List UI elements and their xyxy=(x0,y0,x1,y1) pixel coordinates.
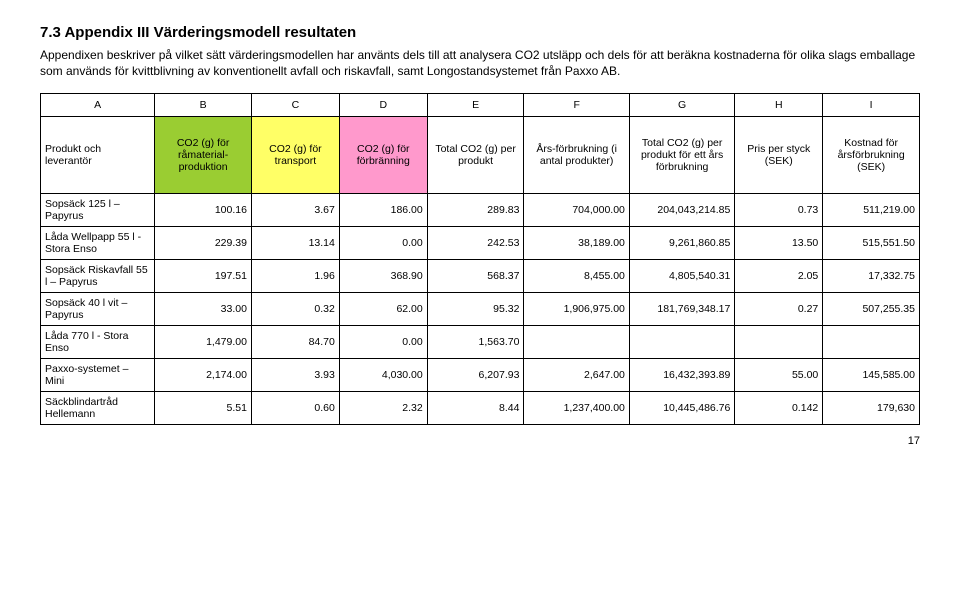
table-cell: 16,432,393.89 xyxy=(629,359,734,392)
table-body: Sopsäck 125 l – Papyrus100.163.67186.002… xyxy=(41,194,920,425)
table-cell: 1,906,975.00 xyxy=(524,293,629,326)
table-cell: 5.51 xyxy=(155,392,252,425)
column-header: CO2 (g) för förbränning xyxy=(339,117,427,194)
table-row: Paxxo-systemet – Mini2,174.003.934,030.0… xyxy=(41,359,920,392)
table-cell: 62.00 xyxy=(339,293,427,326)
table-cell: 289.83 xyxy=(427,194,524,227)
row-label: Paxxo-systemet – Mini xyxy=(41,359,155,392)
valuation-table: ABCDEFGHI Produkt och leverantörCO2 (g) … xyxy=(40,93,920,425)
table-cell: 204,043,214.85 xyxy=(629,194,734,227)
table-cell: 181,769,348.17 xyxy=(629,293,734,326)
row-label: Sopsäck 125 l – Papyrus xyxy=(41,194,155,227)
table-cell: 4,805,540.31 xyxy=(629,260,734,293)
column-letter: E xyxy=(427,94,524,117)
column-letter: C xyxy=(251,94,339,117)
column-letter-row: ABCDEFGHI xyxy=(41,94,920,117)
row-label: Låda Wellpapp 55 l - Stora Enso xyxy=(41,227,155,260)
table-cell: 8.44 xyxy=(427,392,524,425)
table-cell: 17,332.75 xyxy=(823,260,920,293)
table-cell: 55.00 xyxy=(735,359,823,392)
column-letter: B xyxy=(155,94,252,117)
table-cell: 368.90 xyxy=(339,260,427,293)
table-cell: 8,455.00 xyxy=(524,260,629,293)
table-cell xyxy=(524,326,629,359)
table-cell xyxy=(823,326,920,359)
table-cell: 0.73 xyxy=(735,194,823,227)
column-letter: F xyxy=(524,94,629,117)
table-row: Låda Wellpapp 55 l - Stora Enso229.3913.… xyxy=(41,227,920,260)
table-row: Säckblindartråd Hellemann5.510.602.328.4… xyxy=(41,392,920,425)
row-label: Låda 770 l - Stora Enso xyxy=(41,326,155,359)
table-cell: 0.60 xyxy=(251,392,339,425)
column-header: Produkt och leverantör xyxy=(41,117,155,194)
table-cell: 3.67 xyxy=(251,194,339,227)
table-cell: 2,647.00 xyxy=(524,359,629,392)
column-letter: D xyxy=(339,94,427,117)
table-cell: 38,189.00 xyxy=(524,227,629,260)
table-cell: 0.142 xyxy=(735,392,823,425)
column-header: Kostnad för årsförbrukning (SEK) xyxy=(823,117,920,194)
table-cell: 33.00 xyxy=(155,293,252,326)
table-cell: 4,030.00 xyxy=(339,359,427,392)
table-cell: 95.32 xyxy=(427,293,524,326)
table-cell: 2.05 xyxy=(735,260,823,293)
table-cell: 145,585.00 xyxy=(823,359,920,392)
table-cell xyxy=(735,326,823,359)
table-cell: 1.96 xyxy=(251,260,339,293)
table-cell: 511,219.00 xyxy=(823,194,920,227)
table-cell: 1,237,400.00 xyxy=(524,392,629,425)
column-header: Års-förbrukning (i antal produkter) xyxy=(524,117,629,194)
table-cell: 100.16 xyxy=(155,194,252,227)
table-row: Sopsäck Riskavfall 55 l – Papyrus197.511… xyxy=(41,260,920,293)
table-cell: 242.53 xyxy=(427,227,524,260)
table-cell: 568.37 xyxy=(427,260,524,293)
table-row: Sopsäck 125 l – Papyrus100.163.67186.002… xyxy=(41,194,920,227)
table-cell: 229.39 xyxy=(155,227,252,260)
column-header: Total CO2 (g) per produkt xyxy=(427,117,524,194)
table-cell: 13.50 xyxy=(735,227,823,260)
column-header: CO2 (g) för råmaterial-produktion xyxy=(155,117,252,194)
table-cell: 0.32 xyxy=(251,293,339,326)
table-cell: 1,479.00 xyxy=(155,326,252,359)
table-row: Sopsäck 40 l vit – Papyrus33.000.3262.00… xyxy=(41,293,920,326)
row-label: Säckblindartråd Hellemann xyxy=(41,392,155,425)
row-label: Sopsäck 40 l vit – Papyrus xyxy=(41,293,155,326)
table-cell: 10,445,486.76 xyxy=(629,392,734,425)
table-cell: 0.27 xyxy=(735,293,823,326)
table-cell: 3.93 xyxy=(251,359,339,392)
table-row: Låda 770 l - Stora Enso1,479.0084.700.00… xyxy=(41,326,920,359)
column-header: CO2 (g) för transport xyxy=(251,117,339,194)
table-cell: 2,174.00 xyxy=(155,359,252,392)
table-cell: 704,000.00 xyxy=(524,194,629,227)
page-number: 17 xyxy=(40,435,920,447)
table-cell: 186.00 xyxy=(339,194,427,227)
table-cell: 0.00 xyxy=(339,227,427,260)
table-cell: 2.32 xyxy=(339,392,427,425)
column-header-row: Produkt och leverantörCO2 (g) för råmate… xyxy=(41,117,920,194)
table-cell: 1,563.70 xyxy=(427,326,524,359)
table-cell: 84.70 xyxy=(251,326,339,359)
column-header: Total CO2 (g) per produkt för ett års fö… xyxy=(629,117,734,194)
column-letter: G xyxy=(629,94,734,117)
column-header: Pris per styck (SEK) xyxy=(735,117,823,194)
table-cell: 515,551.50 xyxy=(823,227,920,260)
table-cell: 9,261,860.85 xyxy=(629,227,734,260)
table-cell: 507,255.35 xyxy=(823,293,920,326)
column-letter: A xyxy=(41,94,155,117)
table-cell: 0.00 xyxy=(339,326,427,359)
table-cell xyxy=(629,326,734,359)
column-letter: H xyxy=(735,94,823,117)
table-cell: 6,207.93 xyxy=(427,359,524,392)
intro-paragraph: Appendixen beskriver på vilket sätt värd… xyxy=(40,47,920,79)
page-title: 7.3 Appendix III Värderingsmodell result… xyxy=(40,24,920,41)
column-letter: I xyxy=(823,94,920,117)
table-cell: 197.51 xyxy=(155,260,252,293)
table-cell: 13.14 xyxy=(251,227,339,260)
table-cell: 179,630 xyxy=(823,392,920,425)
row-label: Sopsäck Riskavfall 55 l – Papyrus xyxy=(41,260,155,293)
